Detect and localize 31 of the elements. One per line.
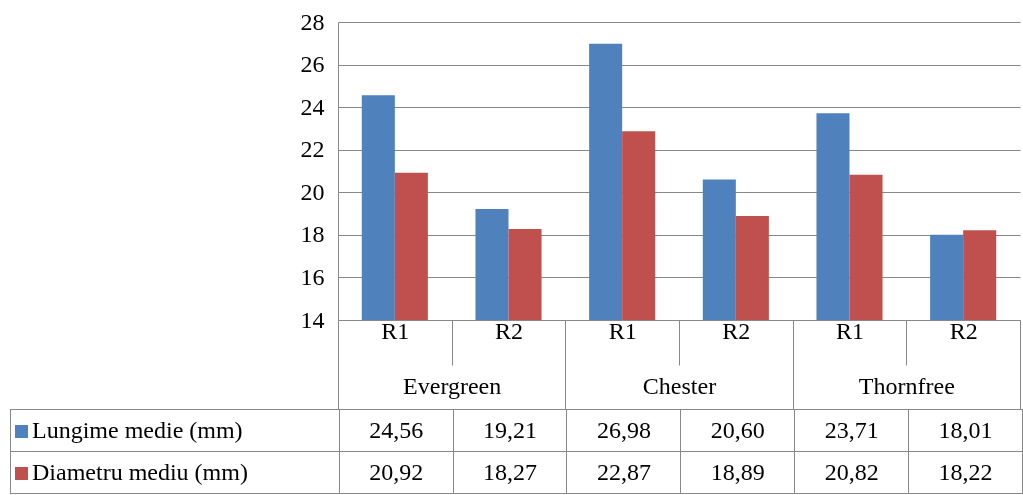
y-tick-label: 18 <box>300 221 325 248</box>
data-label: 20,60 <box>680 409 795 452</box>
y-tick-label: 26 <box>300 51 325 78</box>
data-label: 18,27 <box>453 451 567 494</box>
x-tick-label: R2 <box>494 317 524 344</box>
x-tick-label: R1 <box>608 317 637 344</box>
data-label: 23,71 <box>794 409 909 452</box>
data-label: 19,21 <box>453 409 567 452</box>
text: Evergreen <box>339 365 567 410</box>
data-label: 20,92 <box>339 451 454 494</box>
x-tick-label: R1 <box>835 317 865 344</box>
data-label: 26,98 <box>566 409 681 452</box>
data-label: 20,82 <box>794 451 909 494</box>
x-tick-label: R2 <box>949 317 978 344</box>
data-label: 22,87 <box>566 451 681 494</box>
y-tick-label: 24 <box>300 93 325 120</box>
y-tick-label: 22 <box>300 136 325 163</box>
y-tick-label: 20 <box>300 178 325 205</box>
text: Chester <box>566 365 794 410</box>
data-label: 18,01 <box>908 409 1023 452</box>
y-tick-label: 14 <box>300 306 325 333</box>
data-label: 18,22 <box>908 451 1023 494</box>
data-label: 18,89 <box>680 451 795 494</box>
x-tick-label: R2 <box>722 317 751 344</box>
text: Thornfree <box>793 365 1021 410</box>
y-tick-label: 16 <box>300 263 325 290</box>
x-tick-label: R1 <box>381 317 410 344</box>
y-tick-label: 28 <box>300 8 325 35</box>
legend-label: Diametru mediu (mm) <box>10 451 340 494</box>
data-label: 24,56 <box>339 409 454 452</box>
legend-label: Lungime medie (mm) <box>10 409 340 452</box>
